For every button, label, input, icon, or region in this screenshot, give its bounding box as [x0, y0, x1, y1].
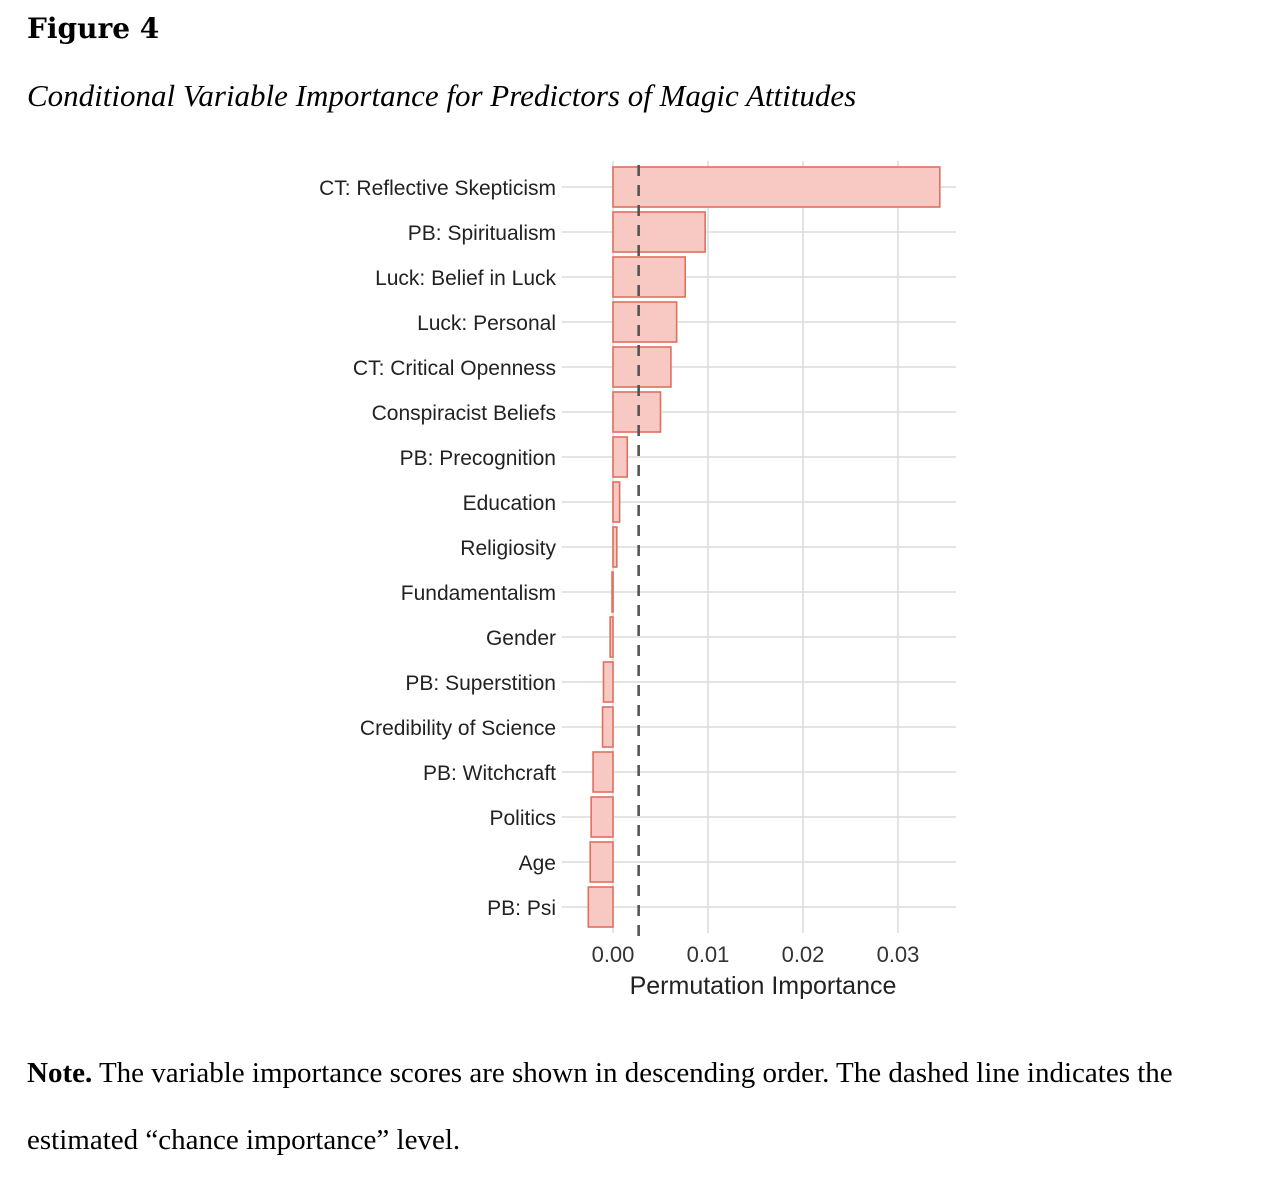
bar [612, 526, 618, 568]
category-label: Credibility of Science [360, 717, 556, 740]
x-axis-label: Permutation Importance [630, 972, 897, 1000]
category-label: PB: Superstition [405, 672, 556, 695]
category-label: PB: Precognition [400, 447, 556, 470]
bar [587, 886, 614, 928]
category-label: Luck: Belief in Luck [375, 267, 556, 290]
category-label: PB: Psi [487, 897, 556, 920]
x-tick-label: 0.01 [687, 942, 730, 967]
bar [590, 796, 614, 838]
category-label: Politics [489, 807, 556, 830]
category-label: PB: Spiritualism [408, 222, 556, 245]
x-tick-label: 0.00 [592, 942, 635, 967]
category-label: Religiosity [460, 537, 556, 560]
bar [609, 616, 614, 658]
bar [612, 301, 678, 343]
figure-title: Conditional Variable Importance for Pred… [27, 78, 857, 113]
note-text: The variable importance scores are shown… [27, 1057, 1173, 1156]
importance-chart: CT: Reflective Skepticism PB: Spiritualis… [319, 161, 956, 1000]
category-label: Luck: Personal [417, 312, 556, 335]
category-label: Age [519, 852, 556, 875]
category-label: Conspiracist Beliefs [372, 402, 556, 425]
x-tick-labels-layer: 0.00 0.01 0.02 0.03 [592, 942, 920, 967]
bar [592, 751, 614, 793]
bar [601, 706, 614, 748]
bar [602, 661, 614, 703]
bar [612, 211, 706, 253]
bar [612, 346, 672, 388]
category-label: CT: Reflective Skepticism [319, 177, 556, 200]
category-labels-layer: CT: Reflective Skepticism PB: Spiritualis… [319, 177, 556, 920]
category-label: Fundamentalism [401, 582, 556, 605]
bar [612, 436, 629, 478]
category-label: PB: Witchcraft [423, 762, 556, 785]
bar [589, 841, 614, 883]
note-lead: Note. [27, 1057, 93, 1089]
bar [612, 166, 941, 208]
x-tick-label: 0.03 [877, 942, 920, 967]
bars-layer [587, 166, 941, 928]
bar [612, 481, 621, 523]
x-tick-label: 0.02 [782, 942, 825, 967]
figure-label: Figure 4 [27, 12, 160, 45]
bar [612, 256, 686, 298]
figure-note: Note. The variable importance scores are… [27, 1040, 1262, 1174]
category-label: Education [463, 492, 556, 515]
bar [612, 391, 662, 433]
category-label: Gender [486, 627, 556, 650]
bar [611, 571, 614, 613]
category-label: CT: Critical Openness [353, 357, 556, 380]
